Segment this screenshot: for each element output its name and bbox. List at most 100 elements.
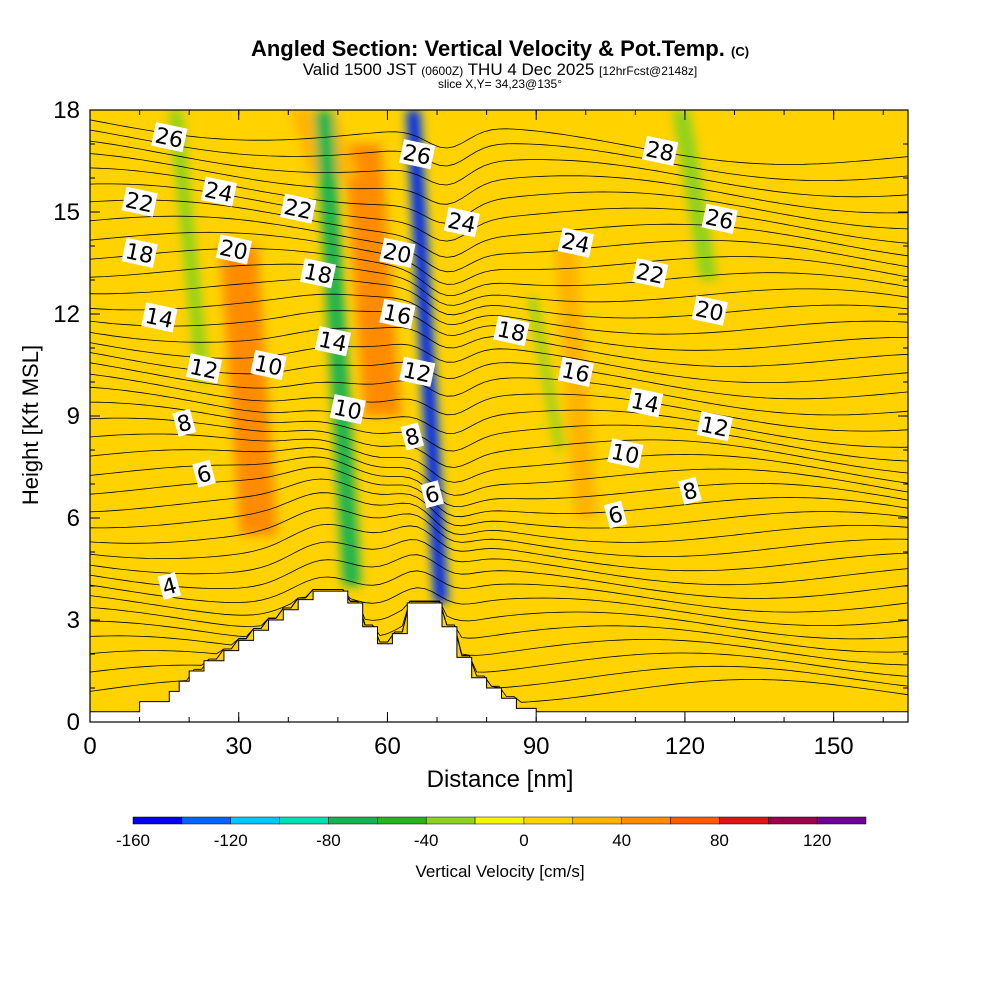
isentrope-label-text: 20 [217,236,250,266]
isentrope-label: 14 [314,326,352,358]
label-box [121,186,158,217]
label-box [200,176,238,207]
isentrope-line [90,278,908,319]
isentrope-line [90,589,908,653]
x-tick-label: 30 [225,733,252,760]
isentrope-label-text: 18 [301,260,334,290]
y-axis-title: Height [Kft MSL] [18,344,43,506]
isentrope-label-text: 14 [316,328,349,358]
downdraft-core [527,297,565,450]
isentrope-label: 20 [215,234,252,266]
isentrope-label: 8 [678,476,702,506]
isentrope-label-text: 8 [680,478,700,506]
isentrope-label-text: 12 [401,358,434,388]
isentrope-label: 16 [379,298,416,331]
label-box [379,237,416,268]
label-box [603,500,628,529]
y-tick-label: 15 [53,199,80,226]
axis-ticks: 0 30 60 90 120 150 0 3 6 9 12 15 18 [53,97,908,760]
isentrope-line [90,352,908,400]
colorbar-swatch [523,816,574,825]
label-box [493,315,530,347]
colorbar-swatch [328,816,378,825]
isentrope-label-text: 26 [153,124,186,154]
isentrope-line [90,362,908,416]
isentrope-label: 10 [607,438,644,470]
colorbar-tick-label: -120 [214,831,248,850]
isentrope-label: 16 [557,356,594,388]
label-box [157,572,182,600]
isentrope-line [90,119,908,165]
colorbar-tick-label: 0 [519,831,528,850]
isentrope-label-text: 24 [445,209,478,239]
colorbar: -160 -120 -80 -40 0 40 80 120 [116,816,867,850]
colorbar-tick-label: -80 [316,831,341,850]
label-box [172,408,196,437]
label-box [607,438,644,469]
isentrope-label: 4 [157,572,182,602]
isentrope-line [90,539,908,586]
colorbar-swatch [768,816,818,825]
isentrope-label: 14 [627,387,664,419]
isentrope-label-text: 8 [403,424,423,452]
colorbar-swatch [377,816,427,825]
terrain-profile [89,590,909,723]
isentrope-label-text: 12 [698,413,731,443]
colorbar-swatch [572,816,622,825]
isentrope-line [90,417,908,474]
isentrope-line [90,589,908,677]
isentrope-label: 8 [400,422,424,452]
isentrope-label-text: 10 [252,351,285,381]
colorbar-swatch [230,816,280,825]
isentrope-label: 26 [701,203,738,235]
isentrope-line [90,373,908,432]
isentrope-label-text: 24 [559,229,592,259]
label-box [280,193,317,224]
isentrope-label: 18 [121,237,158,269]
isentrope-label: 26 [151,122,188,154]
chart-subtitle: Valid 1500 JST (0600Z) THU 4 Dec 2025 [1… [302,60,698,79]
y-tick-label: 18 [53,97,80,124]
isentrope-line [90,447,908,496]
colorbar-swatch [279,816,329,825]
colorbar-tick-label: -160 [116,831,150,850]
label-box [557,356,594,387]
colorbar-swatch [621,816,671,825]
x-tick-label: 120 [665,733,705,760]
isentrope-label: 10 [250,349,287,382]
label-box [141,302,178,333]
isentrope-label-text: 14 [629,389,662,419]
isentrope-line [90,433,908,484]
label-box [691,295,728,326]
isentrope-label-text: 4 [160,574,180,602]
label-box [420,480,444,509]
isentrope-label: 12 [185,353,223,385]
isentrope-label: 24 [443,207,480,239]
colorbar-swatch [425,816,476,825]
isentrope-label-text: 20 [381,239,414,269]
updraft-core [220,246,277,535]
isentrope-line [90,199,908,258]
isentrope-label-text: 10 [609,440,642,470]
label-box [299,258,337,289]
colorbar-swatch [181,816,231,825]
isentrope-label: 20 [691,295,728,327]
isentrope-label: 12 [399,356,436,388]
isentrope-label-text: 16 [559,358,592,388]
isentrope-line [90,140,908,198]
isentrope-line [90,589,908,666]
isentrope-label: 6 [192,459,216,489]
isentrope-label-text: 6 [422,482,442,510]
isentrope-label-text: 20 [693,297,726,327]
y-tick-label: 9 [67,403,80,430]
x-tick-label: 90 [523,733,550,760]
isentrope-label-text: 26 [703,205,736,235]
label-box [696,411,733,442]
isentrope-label-text: 26 [401,141,434,171]
isentrope-line [90,153,908,214]
isentrope-lines [90,119,908,703]
isentrope-line [90,293,908,335]
isentrope-label-text: 10 [331,396,364,426]
isentrope-label: 14 [141,302,178,334]
